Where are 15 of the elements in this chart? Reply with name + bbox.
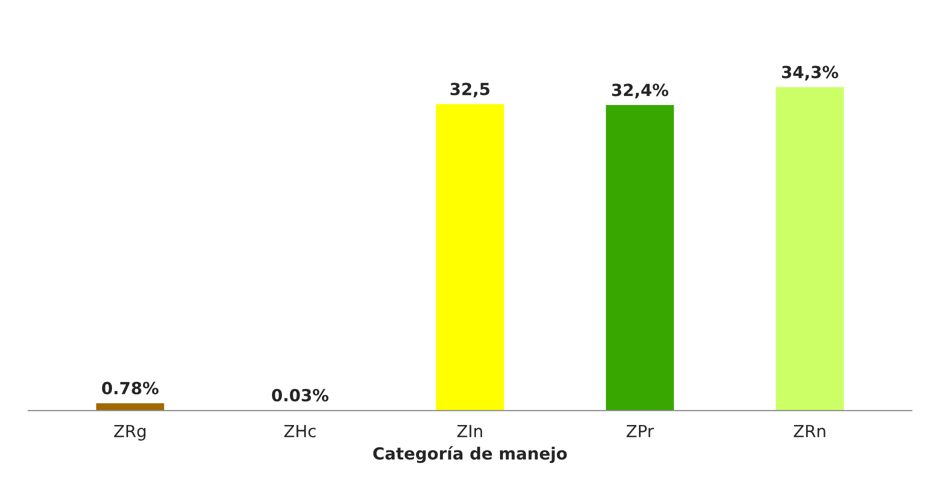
x-tick-label: ZHc (284, 424, 316, 438)
bar (436, 104, 504, 411)
bar (96, 403, 164, 411)
x-axis-title: Categoría de manejo (373, 446, 567, 464)
data-label: 32,4% (612, 84, 668, 98)
data-label: 0.78% (102, 382, 159, 394)
x-tick-label: ZRn (794, 424, 826, 438)
x-tick-label: ZPr (626, 424, 654, 438)
bar (606, 105, 674, 411)
x-tick-label: ZRg (114, 424, 146, 441)
data-label: 32,5 (450, 82, 490, 98)
x-tick-label: ZIn (457, 424, 482, 438)
bar (776, 87, 844, 411)
data-label: 0.03% (272, 388, 328, 402)
data-label: 34,3% (782, 66, 838, 80)
